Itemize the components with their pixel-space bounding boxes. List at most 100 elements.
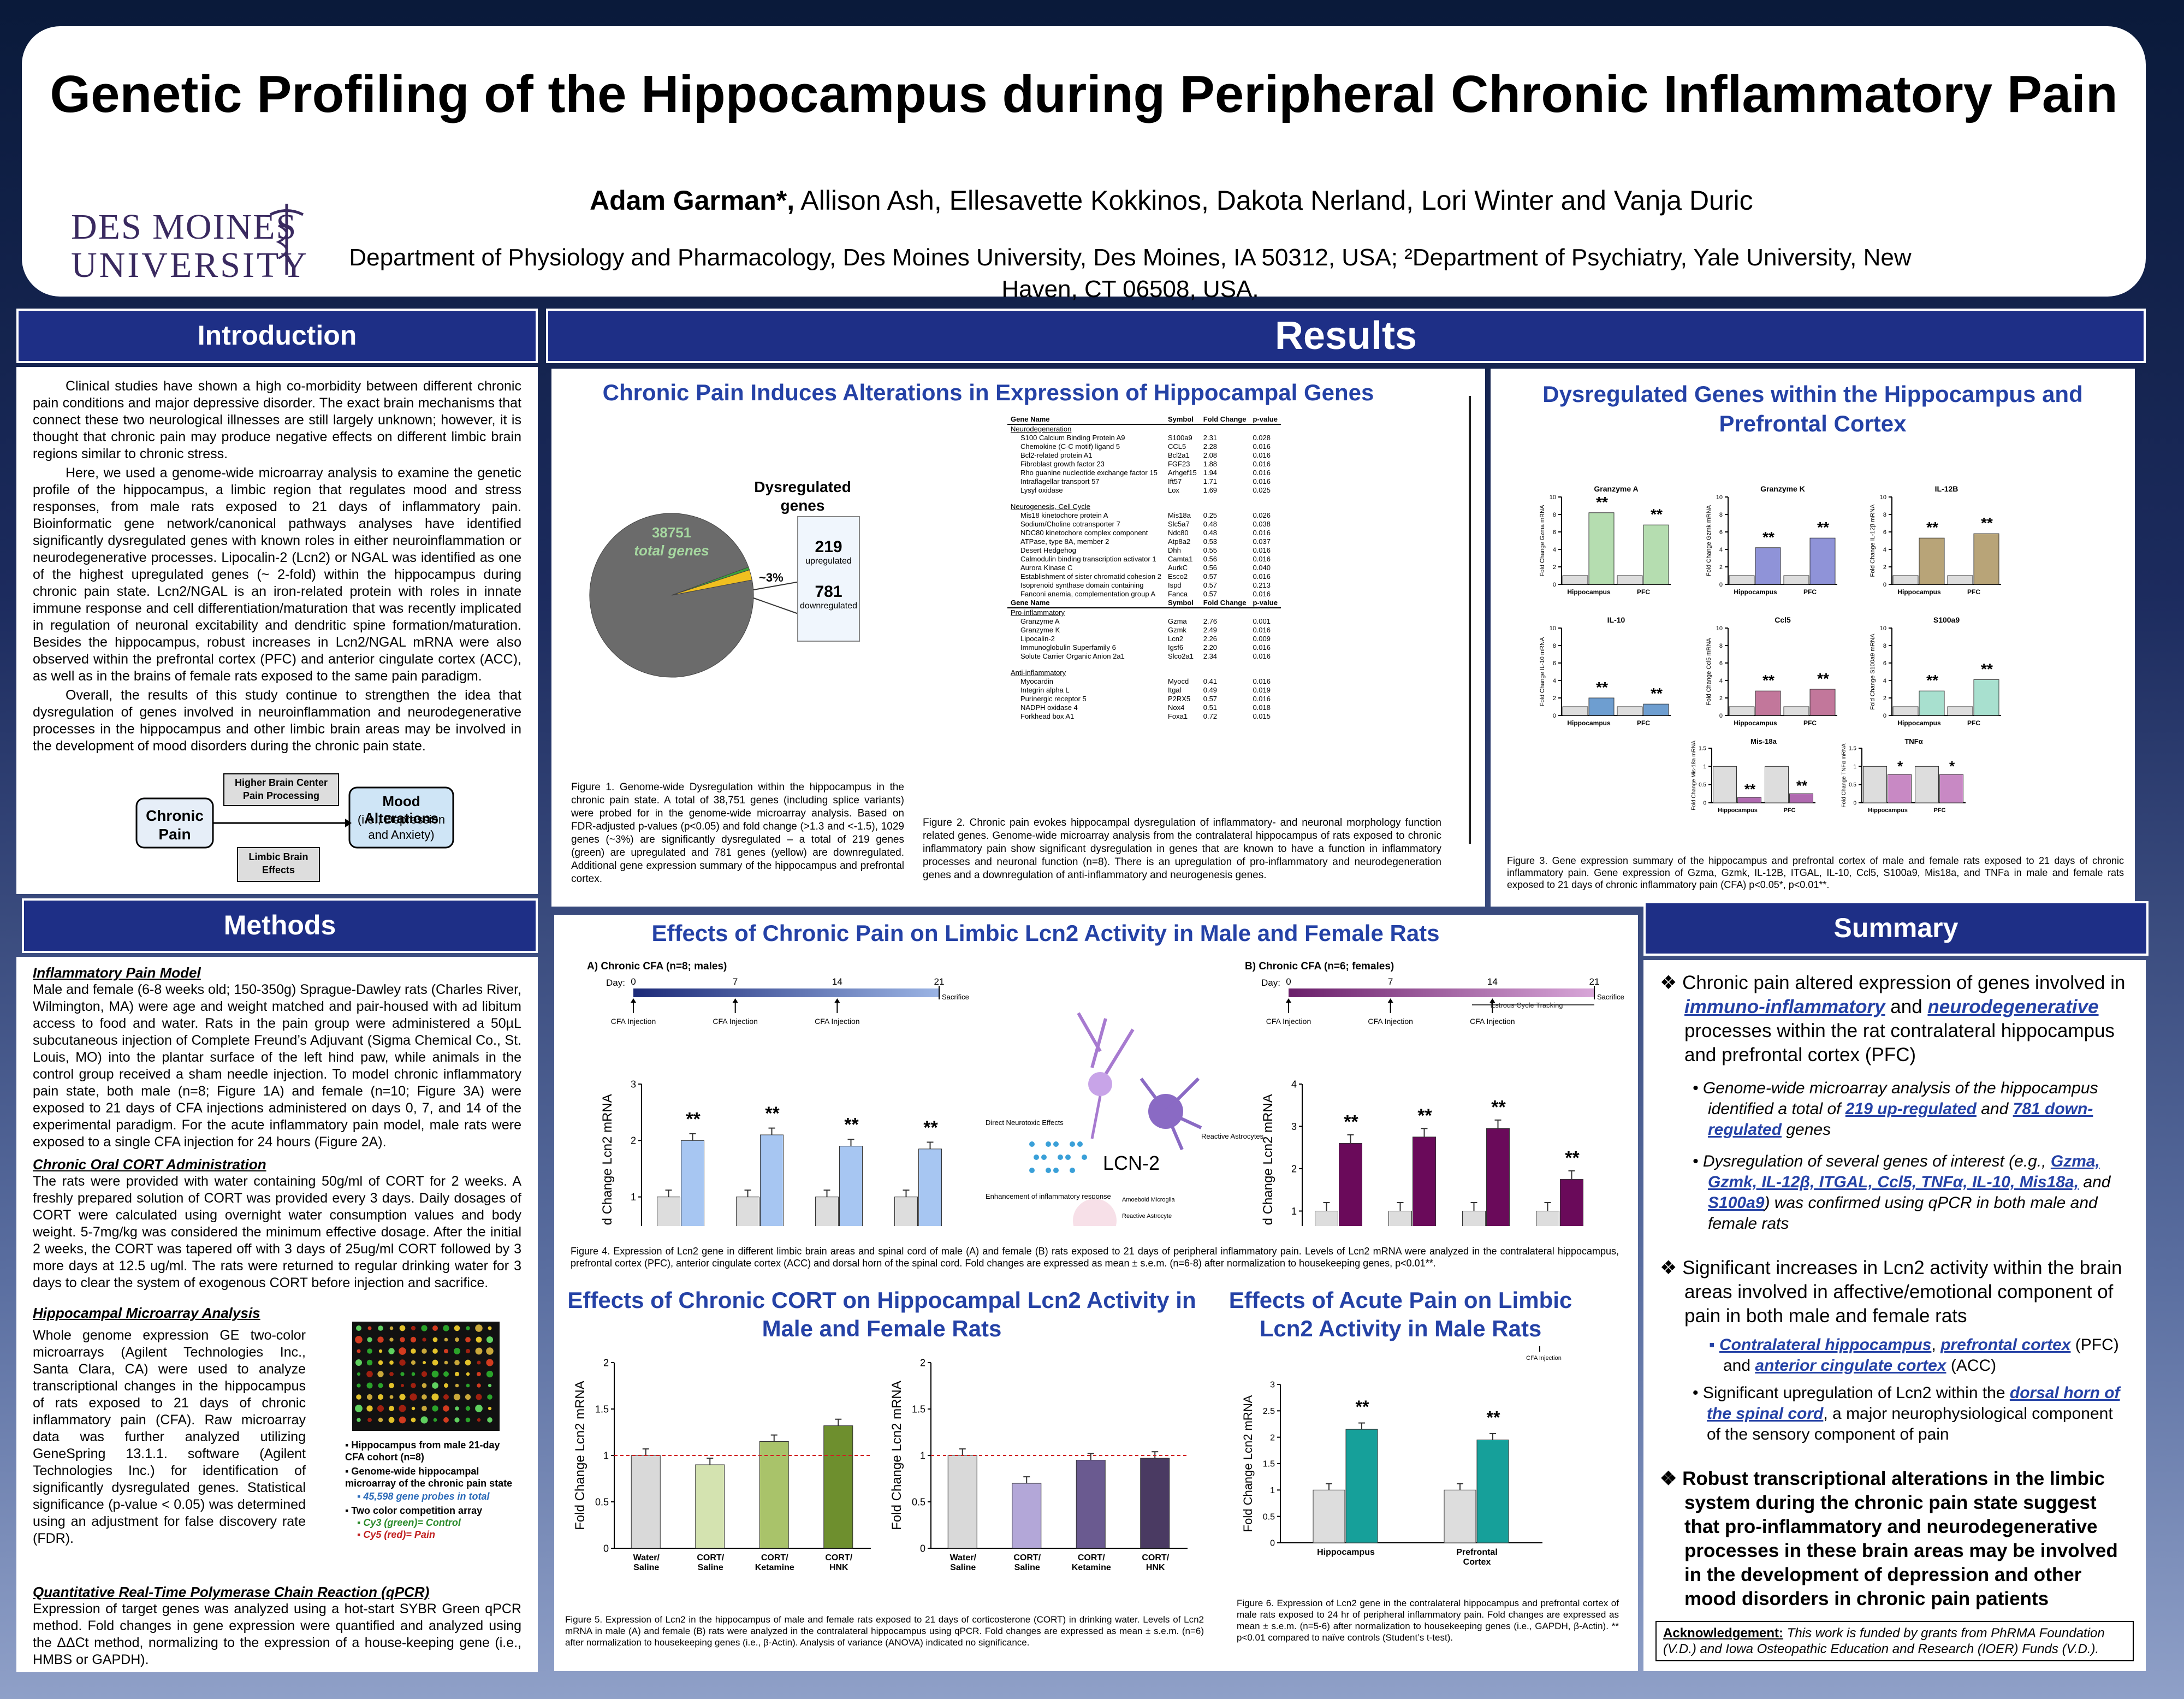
section-3-title: Effects of Chronic Pain on Limbic Lcn2 A… [651,920,1440,946]
table-row: Rho guanine nucleotide exchange factor 1… [1020,469,1271,477]
y-tick-label: 4 [1883,678,1886,684]
cfa-injection-label: CFA Injection [611,1017,656,1026]
methods-panel: Inflammatory Pain Model Male and female … [16,957,538,1672]
microarray-spot [378,1417,383,1423]
lcn2-schematic: LCN-2 Direct Neurotoxic Effects Reactive A… [986,1012,1264,1226]
microarray-spot [453,1393,461,1401]
up-label: upregulated [805,557,852,566]
bar [1789,793,1813,803]
microarray-spot [422,1383,427,1388]
microarray-spot [399,1347,406,1355]
microarray-bullets: ▪ Hippocampus from male 21-day CFA cohor… [345,1440,513,1540]
bar [1140,1458,1170,1549]
y-axis-label: Fold Change Lcn2 mRNA [1261,1094,1275,1226]
significance-mark: ** [1762,672,1775,689]
bar [1076,1460,1106,1549]
y-tick-label: 3 [1291,1121,1297,1132]
reactive-astrocyte-label: Reactive Astrocyte [1122,1213,1172,1220]
y-tick-label: 0.5 [1699,782,1706,788]
bar [1973,533,1999,585]
significance-mark: ** [1596,494,1608,511]
significance-mark: ** [1344,1112,1358,1133]
microarray-spot [432,1382,438,1389]
fig3-chart-4: 0 2 4 6 8 10 Fold Change Ccl5 mRNA Ccl5 Hippocam… [1706,615,1837,727]
section-1-title: Chronic Pain Induces Alterations in Expr… [602,380,1374,405]
microarray-spot [355,1359,362,1366]
day-label: Day: [1261,978,1280,988]
bar [681,1140,704,1226]
figure-4a-chart: 0123Fold Change Lcn2 mRNA**Hippocampus**… [600,1079,942,1226]
microarray-spot [378,1383,383,1388]
x-tick-label: Hippocampus [1567,588,1611,596]
significance-mark: ** [1491,1097,1506,1117]
enhancement-label: Enhancement of inflammatory response [986,1192,1111,1200]
bar [1388,1211,1412,1226]
method-heading-3: Hippocampal Microarray Analysis [33,1305,260,1321]
y-tick-label: 0.5 [595,1496,609,1507]
fig3-chart-0: 0 2 4 6 8 10 Fold Change Gzma mRNA Granzyme A Hi… [1539,484,1671,596]
down-label: downregulated [800,601,857,611]
x-tick-label: Hippocampus [1734,719,1777,727]
y-tick-label: 1 [603,1450,609,1461]
x-tick-label: Saline [950,1563,976,1572]
table-group-row: Pro-inflammatory [1011,608,1065,617]
y-tick-label: 2 [1719,564,1723,571]
x-tick-label: PFC [1637,719,1650,727]
acknowledgement: Acknowledgement: This work is funded by … [1655,1621,2134,1661]
microarray-spot [477,1383,481,1388]
table-group-row: Neurodegeneration [1011,425,1072,433]
section-2-title: Dysregulated Genes within the Hippocampu… [1542,381,2083,436]
microarray-spot [488,1326,492,1330]
significance-mark: ** [1487,1408,1500,1428]
microarray-spot [421,1371,428,1377]
table-group-row: Anti-inflammatory [1011,668,1066,677]
dysregulated-title: Dysregulated genes [754,478,851,514]
figure-5a-chart: 0 0.5 1 1.5 2 Fold Change Lcn2 mRNA Water/Sali… [573,1357,871,1572]
microarray-spot [443,1325,449,1331]
bar [1729,575,1755,585]
y-tick-label: 4 [1719,547,1723,553]
microarray-spot [476,1394,482,1400]
y-tick-label: 2 [1883,695,1886,702]
logo-line-2: UNIVERSITY [71,245,309,285]
day-tick: 21 [934,976,945,987]
microarray-spot [389,1360,394,1365]
microarray-spot [475,1324,483,1332]
microarray-spot [454,1348,460,1354]
y-tick-label: 8 [1883,512,1886,518]
significance-mark: ** [1744,781,1756,797]
chart-title: Granzyme K [1760,484,1805,493]
cfa-injection-label: CFA Injection [1368,1017,1413,1026]
table-group-row: Neurogenesis, Cell Cycle [1011,502,1090,511]
cfa-injection-label: CFA Injection [1526,1355,1562,1361]
table-row: Sodium/Choline cotransporter 7 Slc5a7 0.48… [1020,520,1271,528]
significance-mark: ** [1817,670,1829,687]
figure-3-caption: Figure 3. Gene expression summary of the… [1507,855,2124,890]
microarray-spot [411,1360,416,1365]
mood-label: Mood Alterations [364,793,438,826]
microarray-spot [377,1336,384,1343]
significance-mark: ** [1926,519,1938,536]
sacrifice-label: Sacrifice [1597,993,1624,1001]
microarray-spot [378,1325,383,1331]
day-label: Day: [606,978,625,988]
microarray-spot [466,1383,470,1388]
x-tick-label: Prefrontal [1456,1548,1498,1557]
intro-paragraph-2: Here, we used a genome-wide microarray a… [33,465,521,684]
y-tick-label: 1.5 [595,1404,609,1414]
mood-box [348,786,454,849]
table-row: Lysyl oxidase Lox 1.69 0.025 [1020,486,1271,494]
bar [695,1464,725,1549]
y-tick-label: 10 [1550,494,1556,501]
microarray-spot [486,1370,494,1378]
significance-mark: ** [1762,529,1775,546]
microarray-spot [475,1347,483,1355]
microarray-spot [411,1417,416,1423]
microarray-spot [455,1406,459,1411]
microarray-spot [443,1417,449,1423]
x-tick-label: Hippocampus [1567,719,1611,727]
microarray-spot [400,1337,405,1342]
microarray-spot [355,1336,363,1343]
bar [1892,575,1919,585]
